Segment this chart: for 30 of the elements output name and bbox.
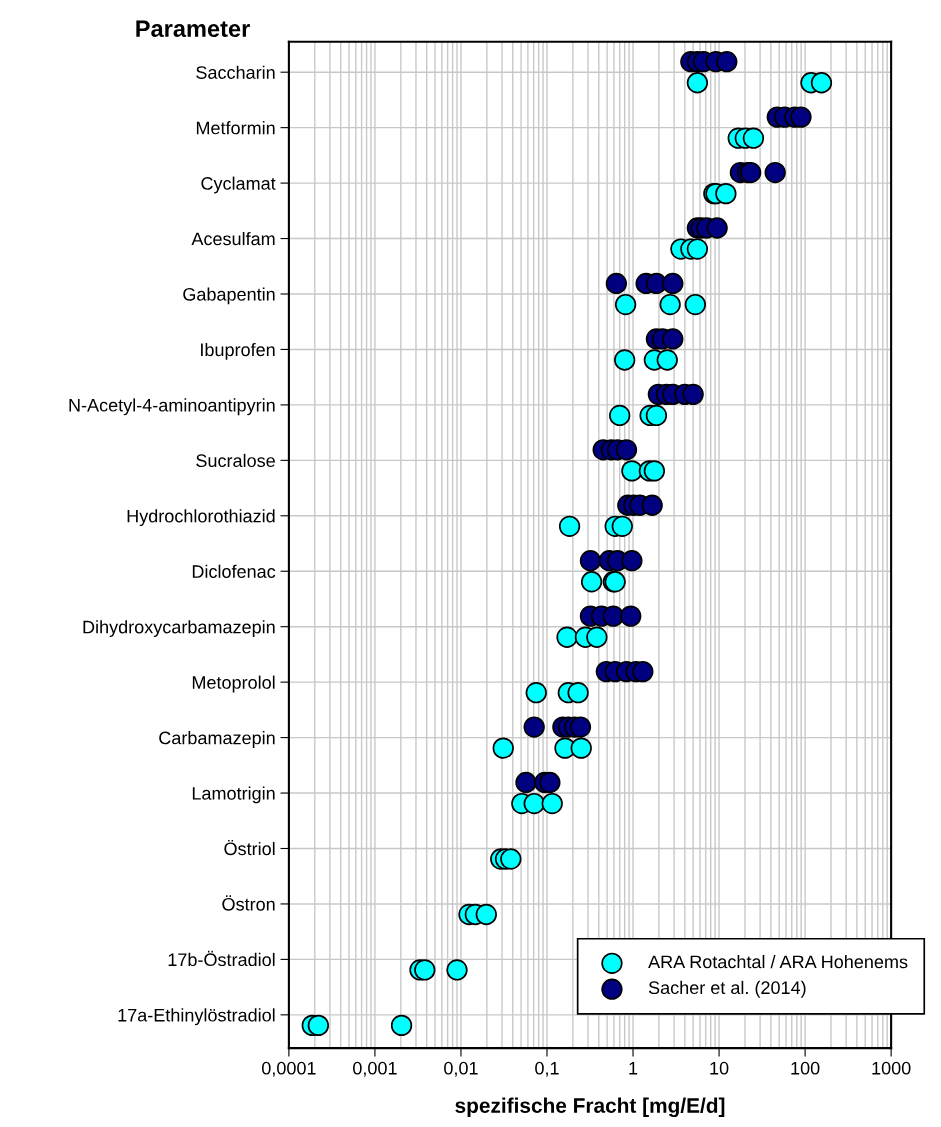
x-tick-label: 1 xyxy=(629,1061,638,1075)
y-tick-label: Dihydroxycarbamazepin xyxy=(83,620,275,637)
y-tick-label: Sucralose xyxy=(196,453,275,468)
y-tick-label: Östriol xyxy=(224,839,275,856)
y-tick-label: Gabapentin xyxy=(183,287,275,305)
y-tick-label: 17a-Ethinylöstradiol xyxy=(118,1008,275,1026)
legend-label: ARA Rotachtal / ARA Hohenems xyxy=(648,954,908,969)
y-tick-label: Hydrochlorothiazid xyxy=(127,509,275,527)
y-tick-label: Diclofenac xyxy=(192,564,276,578)
y-axis-title: Parameter xyxy=(136,20,250,38)
y-tick-label: Acesulfam xyxy=(191,232,275,246)
y-tick-label: Cyclamat xyxy=(201,176,276,194)
x-tick-label: 100 xyxy=(791,1061,820,1075)
x-tick-label: 1000 xyxy=(872,1061,911,1075)
x-tick-label: 10 xyxy=(710,1061,729,1075)
y-tick-label: 17b-Östradiol xyxy=(168,950,275,967)
y-tick-label: Östron xyxy=(222,895,275,911)
x-tick-label: 0,0001 xyxy=(261,1061,316,1077)
y-tick-label: Lamotrigin xyxy=(192,786,275,804)
x-tick-label: 0,1 xyxy=(535,1061,559,1077)
y-tick-label: Ibuprofen xyxy=(201,342,275,360)
y-tick-label: Metformin xyxy=(196,121,275,135)
y-tick-label: Carbamazepin xyxy=(159,731,275,748)
y-tick-label: Metoprolol xyxy=(192,675,275,693)
x-tick-label: 0,01 xyxy=(444,1061,478,1077)
x-axis-title: spezifische Fracht [mg/E/d] xyxy=(455,1097,725,1118)
x-tick-label: 0,001 xyxy=(353,1061,397,1077)
y-tick-label: Saccharin xyxy=(196,65,275,79)
y-tick-label: N-Acetyl-4-aminoantipyrin xyxy=(69,398,275,416)
legend-label: Sacher et al. (2014) xyxy=(648,980,806,998)
